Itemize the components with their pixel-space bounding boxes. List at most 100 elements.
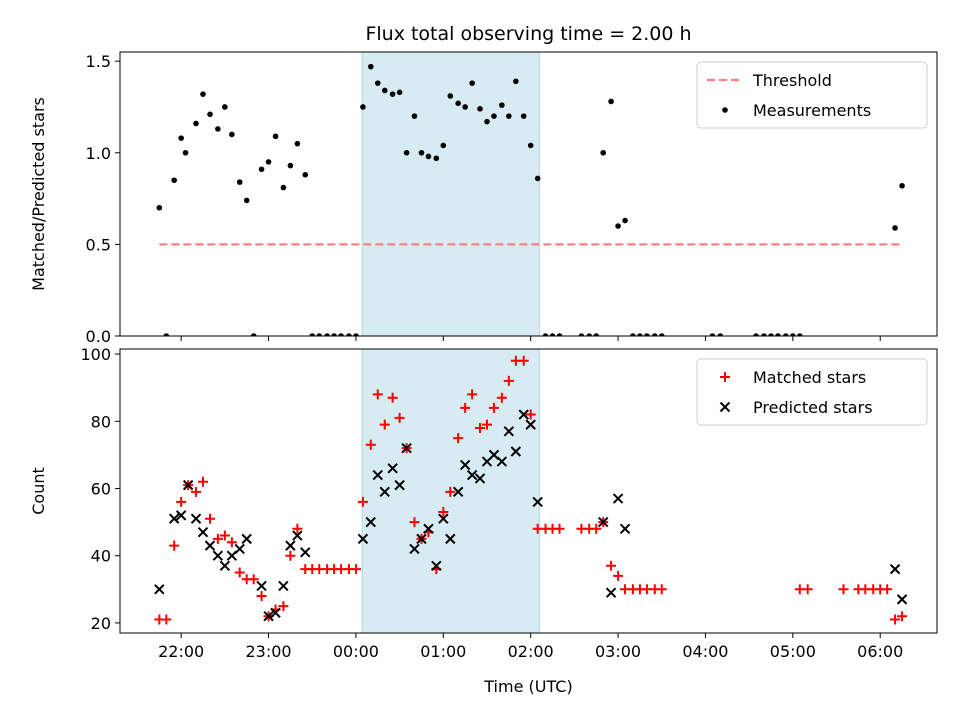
data-point [381, 87, 388, 94]
legend-box [696, 358, 928, 426]
data-point [658, 333, 665, 336]
data-point [591, 523, 602, 534]
data-point [783, 333, 789, 336]
data-point [236, 179, 243, 185]
bottom-panel-star-counts: 20 40 60 80 100 22:00 23:00 00:00 01:00 02:00 03:0… [29, 345, 938, 696]
data-point [178, 135, 184, 141]
data-point [324, 333, 330, 336]
data-point [466, 469, 478, 481]
data-point [542, 333, 549, 336]
data-point [367, 63, 374, 70]
data-point [387, 392, 398, 403]
x-tick-label: 03:00 [595, 642, 641, 661]
data-point [248, 574, 259, 585]
data-point [197, 526, 209, 538]
data-point [775, 333, 781, 336]
data-point [156, 204, 163, 211]
data-point [438, 513, 449, 524]
data-point [896, 594, 908, 605]
x-tick-label: 01:00 [420, 642, 466, 661]
data-point [717, 333, 724, 336]
data-point [608, 98, 614, 105]
observing-time-span [361, 51, 540, 337]
data-point [790, 333, 796, 336]
data-point [182, 479, 194, 491]
data-point [365, 516, 376, 528]
data-point [394, 479, 405, 491]
y-tick-label: 1.5 [86, 52, 111, 71]
data-point [193, 120, 199, 127]
data-point [613, 570, 624, 581]
data-point [294, 140, 301, 147]
data-point [477, 106, 483, 112]
data-point [387, 463, 398, 474]
data-point [263, 610, 274, 622]
x-tick-label: 23:00 [245, 642, 291, 661]
data-point [292, 530, 303, 541]
data-point [278, 601, 289, 612]
legend-predicted-swatch [719, 401, 731, 413]
data-point [438, 507, 449, 518]
data-point [897, 611, 908, 622]
data-point [520, 113, 527, 119]
data-point [389, 91, 396, 97]
data-point [510, 446, 522, 457]
legend-label: Measurements [753, 101, 871, 120]
data-point [272, 133, 279, 140]
data-point [215, 126, 221, 132]
y-axis-label: Count [29, 467, 48, 515]
data-point [365, 439, 376, 450]
data-point [600, 149, 607, 156]
data-point [656, 584, 667, 595]
data-point [191, 486, 202, 497]
data-point [899, 182, 905, 189]
data-point [802, 584, 813, 595]
y-tick-label: 20 [91, 614, 111, 633]
data-point [258, 166, 265, 173]
data-point [467, 389, 478, 400]
data-point [338, 333, 344, 336]
data-point [431, 560, 442, 571]
data-point [445, 486, 456, 497]
data-point [234, 567, 245, 578]
data-point [462, 104, 468, 110]
data-point [302, 171, 309, 178]
x-tick-label: 04:00 [682, 642, 728, 661]
data-point [229, 131, 235, 138]
data-point [219, 530, 230, 541]
data-point [270, 607, 281, 619]
data-point [518, 355, 529, 366]
legend-measurements-swatch [722, 107, 728, 113]
data-point [549, 333, 556, 336]
data-point [445, 533, 456, 545]
y-tick-label: 0.0 [86, 327, 111, 346]
data-point [892, 225, 898, 231]
data-point [416, 533, 427, 545]
data-point [481, 419, 492, 430]
data-point [753, 333, 759, 336]
data-point [379, 486, 390, 498]
series-measurements [156, 63, 905, 336]
data-point [506, 113, 512, 119]
data-point [475, 422, 486, 433]
data-point [287, 162, 294, 169]
axes-frame [119, 51, 938, 337]
data-point [484, 118, 490, 125]
data-point [452, 486, 464, 498]
data-point [222, 104, 228, 110]
data-point [890, 614, 901, 625]
data-point [593, 333, 600, 336]
data-point [518, 409, 529, 420]
data-point [396, 89, 403, 96]
data-point [605, 587, 617, 598]
data-point [200, 91, 206, 97]
data-point [615, 223, 621, 229]
legend: Threshold Measurements [696, 61, 928, 129]
data-point [256, 591, 267, 602]
data-point [491, 113, 497, 119]
data-point [190, 513, 202, 524]
x-tick-label: 05:00 [770, 642, 816, 661]
data-point [619, 523, 631, 535]
y-tick-label: 0.5 [86, 235, 111, 254]
